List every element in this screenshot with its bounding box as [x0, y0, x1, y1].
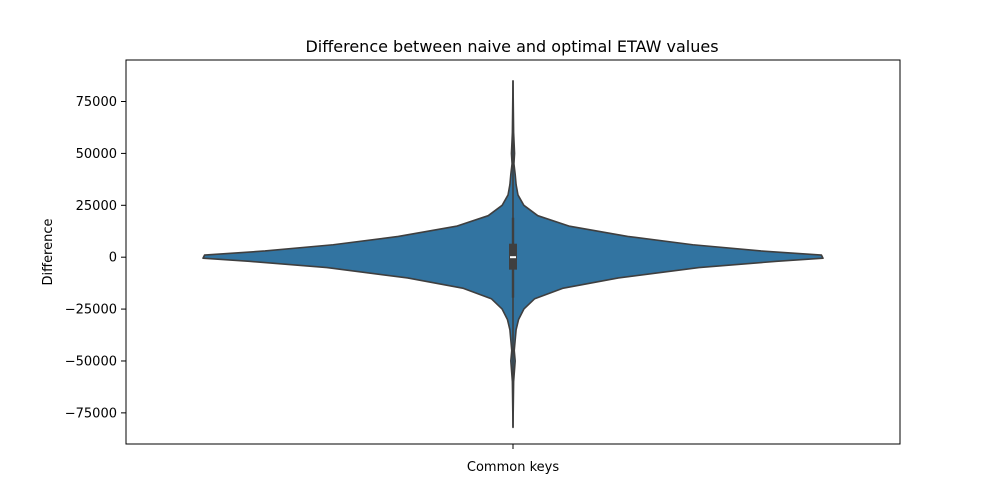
plot-area [202, 79, 824, 429]
y-tick-label: −25000 [65, 303, 117, 318]
y-tick-label: −50000 [65, 354, 117, 369]
y-tick-label: −75000 [65, 406, 117, 421]
y-tick-label: 25000 [76, 199, 117, 214]
x-axis-label: Common keys [467, 460, 559, 475]
y-tick-label: 75000 [76, 95, 117, 110]
y-tick-label: 50000 [76, 147, 117, 162]
chart-title: Difference between naive and optimal ETA… [305, 37, 718, 56]
y-axis-label: Difference [41, 218, 56, 285]
y-axis-ticks: −75000 −50000 −25000 0 25000 50000 75000 [65, 95, 126, 421]
violin-median-marker [510, 256, 516, 259]
y-tick-label: 0 [109, 251, 117, 266]
